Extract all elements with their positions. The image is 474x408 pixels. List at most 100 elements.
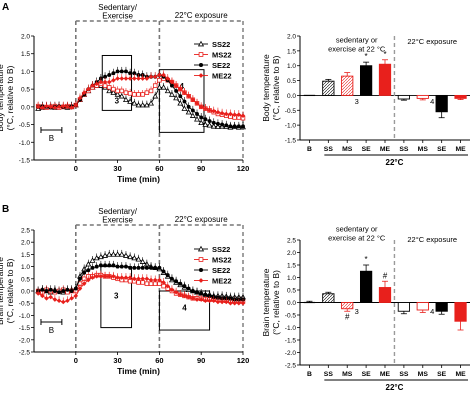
x-tick-label: ME [455,146,466,153]
data-point-ME22 [102,79,108,85]
x-tick-label: 30 [113,356,121,365]
data-point-SE22 [182,99,187,104]
data-point-SE22 [241,124,245,129]
data-point-ME22 [111,274,116,279]
window-group-3-label: 3 [355,97,359,106]
annotation-cold: 22°C exposure [407,235,457,244]
significance-mark: * [365,52,368,61]
data-point-ME22 [98,79,104,85]
data-point-SE22 [132,265,137,270]
data-point-ME22 [81,90,87,95]
data-point-ME22 [178,86,183,92]
y-tick-label: 0.5 [287,78,296,85]
bar-SS [322,80,335,96]
y-tick-label: -1.0 [19,313,31,320]
data-point-SS22 [143,101,150,108]
baseline-label: B [49,326,54,335]
x-tick-label: MS [418,146,429,153]
bar-ME [454,94,467,99]
data-point-SS22 [118,93,125,99]
data-point-SS22 [214,123,221,129]
x-tick-label: ME [380,146,391,153]
data-point-SE22 [182,284,187,289]
data-point-SE22 [44,289,49,293]
data-point-SS22 [127,98,134,104]
data-point-MS22 [132,92,137,97]
legend-marker-SS22 [197,245,205,252]
data-point-ME22 [106,79,112,85]
data-point-SE22 [232,124,237,129]
data-point-SS22 [131,254,138,261]
x-tick-label: SS [399,371,409,378]
data-point-SE22 [203,292,208,297]
data-point-MS22 [136,280,141,285]
data-point-ME22 [203,106,208,111]
period-label-cold: 22°C exposure [175,11,229,20]
data-point-ME22 [165,283,171,289]
y-tick-label: -1.0 [19,140,31,147]
data-point-ME22 [52,105,58,110]
bar-ME [454,302,467,322]
y-tick-label: 0.0 [287,93,296,100]
x-axis-label: Time (min) [117,366,160,376]
data-point-ME22 [48,104,54,110]
y-tick-label: -0.5 [19,122,31,129]
data-point-ME22 [211,108,217,114]
data-point-MS22 [144,281,150,286]
window-3-label: 3 [114,291,119,300]
data-point-ME22 [48,294,54,300]
data-point-SE22 [174,279,179,284]
x-tick-label: MS [342,371,353,378]
y-tick-label: 0.5 [21,87,30,94]
bar-SE [435,302,448,312]
data-point-ME22 [236,112,242,117]
bar-MS [341,75,354,96]
data-point-ME22 [240,113,246,119]
data-point-ME22 [81,281,87,286]
data-point-ME22 [169,79,175,85]
window-4-box [158,290,211,331]
data-point-ME22 [44,296,49,301]
y-tick-label: 2.0 [21,240,30,247]
data-point-MS22 [157,78,162,83]
data-point-ME22 [60,299,66,305]
legend-marker-ME22 [198,73,204,78]
y-tick-label: 2.5 [21,228,30,235]
legend-marker-MS22 [198,52,204,57]
data-point-ME22 [119,275,125,280]
data-point-ME22 [186,294,191,300]
data-point-ME22 [98,274,104,279]
data-point-SS22 [97,253,104,260]
bar-SE [359,270,373,303]
data-point-ME22 [148,74,154,80]
data-point-ME22 [240,300,246,306]
data-point-SE22 [186,104,191,109]
significance-mark: * [365,255,368,264]
data-point-SE22 [103,263,108,268]
data-point-SS22 [152,93,159,99]
data-point-SE22 [178,281,183,286]
y-tick-label: -0.5 [285,313,297,320]
data-point-ME22 [144,276,150,282]
data-point-ME22 [140,276,145,282]
data-point-SS22 [148,100,155,106]
x-tick-label: SE [362,146,372,153]
data-point-SE22 [90,265,95,270]
data-point-ME22 [65,298,70,304]
data-point-SE22 [195,290,199,295]
data-point-SE22 [61,289,66,293]
data-point-MS22 [152,83,158,88]
data-point-SE22 [40,287,45,292]
data-point-ME22 [182,293,187,299]
data-point-SE22 [128,71,133,76]
data-point-ME22 [73,102,79,108]
x-tick-label: 90 [197,164,205,173]
y-tick-label: -1.5 [19,158,31,165]
legend-marker-MS22 [198,257,204,262]
annotation-cold: 22°C exposure [407,37,457,46]
data-point-SE22 [190,108,195,113]
data-point-SE22 [48,287,53,292]
y-tick-label: -1.5 [285,138,297,145]
data-point-SE22 [115,69,120,74]
y-tick-label: -1.0 [285,123,297,130]
